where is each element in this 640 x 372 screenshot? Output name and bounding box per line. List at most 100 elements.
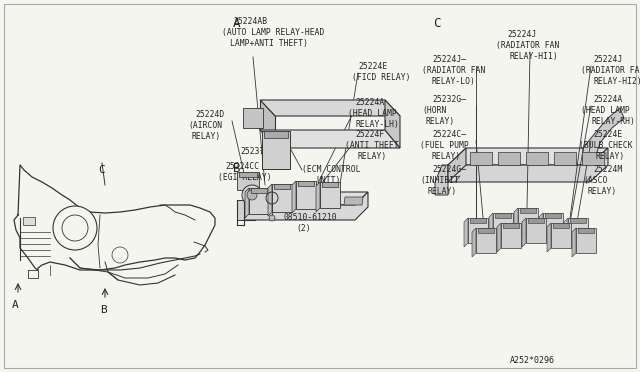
Polygon shape xyxy=(292,181,296,213)
Bar xyxy=(518,208,538,233)
Bar xyxy=(576,228,596,253)
Text: (EGI RELAY): (EGI RELAY) xyxy=(218,173,271,182)
Text: RELAY): RELAY) xyxy=(428,187,457,196)
Circle shape xyxy=(112,247,128,263)
Bar xyxy=(568,218,588,243)
Polygon shape xyxy=(268,184,272,216)
Polygon shape xyxy=(448,148,466,182)
Bar xyxy=(478,228,494,233)
Bar xyxy=(551,223,571,248)
Text: (RADIATOR FAN: (RADIATOR FAN xyxy=(422,66,485,75)
Polygon shape xyxy=(316,182,320,212)
Text: A: A xyxy=(233,17,241,30)
Text: 25224M: 25224M xyxy=(593,165,622,174)
Text: (ASCO: (ASCO xyxy=(583,176,607,185)
Bar xyxy=(543,213,563,238)
Polygon shape xyxy=(263,197,282,205)
Text: 25224AB: 25224AB xyxy=(233,17,267,26)
Bar xyxy=(545,213,561,218)
Text: 25224A: 25224A xyxy=(593,95,622,104)
Polygon shape xyxy=(243,205,255,220)
Circle shape xyxy=(62,215,88,241)
Text: LAMP+ANTI THEFT): LAMP+ANTI THEFT) xyxy=(230,39,308,48)
Text: RELAY-HI1): RELAY-HI1) xyxy=(510,52,559,61)
Text: (AUTO LAMP RELAY-HEAD: (AUTO LAMP RELAY-HEAD xyxy=(222,28,324,37)
Text: C: C xyxy=(433,17,440,30)
Text: (RADIATOR FAN: (RADIATOR FAN xyxy=(496,41,559,50)
Text: B: B xyxy=(100,305,107,315)
Bar xyxy=(264,131,288,138)
Bar xyxy=(578,228,594,233)
Polygon shape xyxy=(564,218,568,247)
Polygon shape xyxy=(245,188,249,218)
Polygon shape xyxy=(464,218,468,247)
Text: (ANTI THEFT: (ANTI THEFT xyxy=(345,141,399,150)
Bar xyxy=(501,223,521,248)
Text: (RADIATOR FAN: (RADIATOR FAN xyxy=(581,66,640,75)
Bar xyxy=(296,181,316,209)
Polygon shape xyxy=(498,152,520,165)
Bar xyxy=(239,172,257,177)
Bar xyxy=(470,218,486,223)
Text: RELAY-LH): RELAY-LH) xyxy=(355,120,399,129)
Text: A252*0296: A252*0296 xyxy=(510,356,555,365)
Text: 25224C—: 25224C— xyxy=(432,130,466,139)
Bar xyxy=(520,208,536,213)
Text: (HEAD LAMP: (HEAD LAMP xyxy=(348,109,397,118)
Text: 25237W: 25237W xyxy=(240,147,269,156)
Text: 25224CC: 25224CC xyxy=(225,162,259,171)
Text: (BULB CHECK: (BULB CHECK xyxy=(579,141,632,150)
Text: 25224E: 25224E xyxy=(358,62,387,71)
Polygon shape xyxy=(522,218,526,247)
Polygon shape xyxy=(260,100,400,116)
Text: (AIRCON: (AIRCON xyxy=(188,121,222,130)
Bar xyxy=(272,184,292,212)
Polygon shape xyxy=(526,152,548,165)
Circle shape xyxy=(242,185,262,205)
Polygon shape xyxy=(237,200,244,220)
Text: 25224D: 25224D xyxy=(195,110,224,119)
Text: RELAY): RELAY) xyxy=(192,132,221,141)
Text: B: B xyxy=(233,162,241,175)
Polygon shape xyxy=(243,192,368,220)
Bar xyxy=(23,217,35,225)
Bar xyxy=(243,108,263,128)
Text: 08510-61210: 08510-61210 xyxy=(283,213,337,222)
Polygon shape xyxy=(317,197,336,205)
Polygon shape xyxy=(260,130,400,148)
Polygon shape xyxy=(470,152,492,165)
Bar xyxy=(251,188,267,193)
Polygon shape xyxy=(448,148,608,165)
Text: 25224J: 25224J xyxy=(507,30,536,39)
Bar xyxy=(503,223,519,228)
Polygon shape xyxy=(385,100,400,148)
Polygon shape xyxy=(290,197,309,205)
Bar xyxy=(237,172,259,190)
Polygon shape xyxy=(514,208,518,237)
Bar xyxy=(528,218,544,223)
Circle shape xyxy=(247,190,257,200)
Polygon shape xyxy=(572,228,576,257)
Bar xyxy=(570,218,586,223)
Text: RELAY): RELAY) xyxy=(432,152,461,161)
Polygon shape xyxy=(448,148,608,182)
Text: (INHIBIT: (INHIBIT xyxy=(420,176,459,185)
Polygon shape xyxy=(472,228,476,257)
Text: (FUEL PUMP: (FUEL PUMP xyxy=(420,141,468,150)
Text: 25224A: 25224A xyxy=(355,98,384,107)
Bar xyxy=(322,182,338,187)
Text: 25224E: 25224E xyxy=(593,130,622,139)
Bar xyxy=(468,218,488,243)
Text: 25232G—: 25232G— xyxy=(432,95,466,104)
Bar xyxy=(553,223,569,228)
Text: RELAY-LO): RELAY-LO) xyxy=(432,77,476,86)
Bar xyxy=(298,181,314,186)
Bar xyxy=(526,218,546,243)
Text: (2): (2) xyxy=(296,224,310,233)
Polygon shape xyxy=(260,100,275,130)
Text: RELAY): RELAY) xyxy=(595,152,624,161)
Polygon shape xyxy=(582,152,604,165)
Text: (FICD RELAY): (FICD RELAY) xyxy=(352,73,410,82)
Text: (HEAD LAMP: (HEAD LAMP xyxy=(581,106,630,115)
Text: 25224F: 25224F xyxy=(355,130,384,139)
